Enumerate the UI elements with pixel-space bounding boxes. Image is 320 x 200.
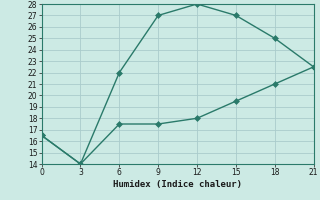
X-axis label: Humidex (Indice chaleur): Humidex (Indice chaleur)	[113, 180, 242, 189]
